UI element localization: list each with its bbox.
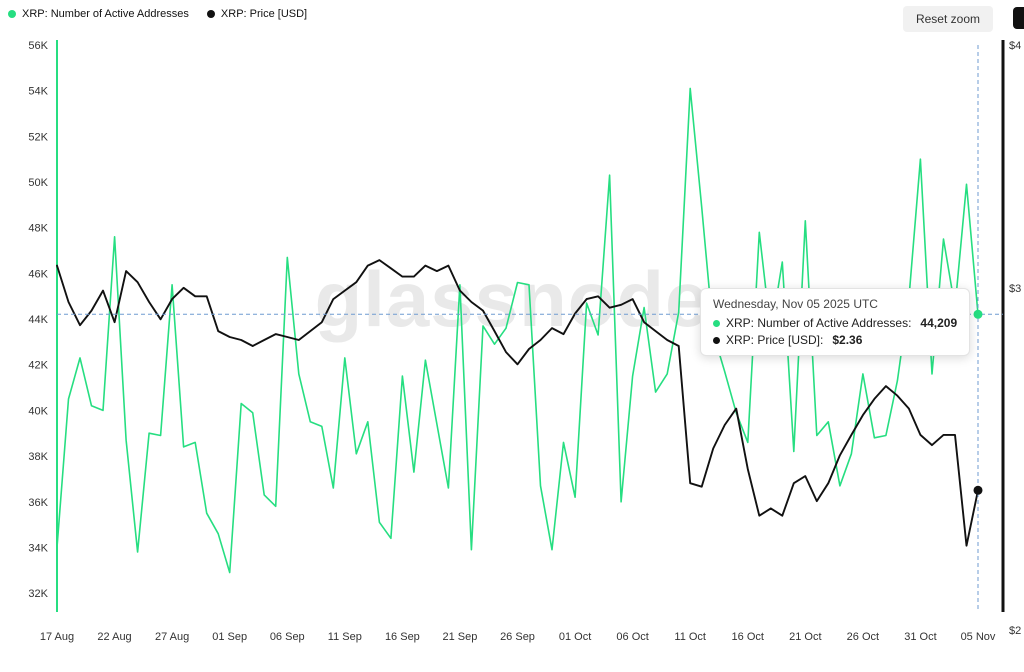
tooltip-value-active-addresses: 44,209 (920, 316, 958, 330)
left-axis-tick-label: 48K (28, 223, 48, 235)
right-axis-tick-label: $2 (1009, 625, 1021, 637)
reset-zoom-button[interactable]: Reset zoom (902, 6, 993, 32)
left-axis-tick-label: 54K (28, 86, 48, 98)
x-axis-tick-label: 05 Nov (961, 631, 996, 643)
x-axis-tick-label: 06 Oct (616, 631, 648, 643)
left-axis-tick-label: 32K (28, 588, 48, 600)
x-axis-tick-label: 01 Oct (559, 631, 591, 643)
left-axis-tick-label: 36K (28, 497, 48, 509)
left-axis-tick-label: 42K (28, 360, 48, 372)
x-axis-tick-label: 11 Sep (328, 631, 362, 643)
price-series-dot-icon (206, 10, 215, 18)
x-axis-tick-label: 31 Oct (904, 631, 936, 643)
active-addresses-series-dot-icon (8, 10, 16, 18)
x-axis-tick-label: 27 Aug (155, 631, 189, 643)
legend-item-price[interactable]: XRP: Price [USD] (206, 8, 308, 20)
x-axis-tick-label: 26 Sep (500, 631, 535, 643)
left-axis-tick-label: 34K (28, 542, 48, 554)
tooltip-label-price: XRP: Price [USD]: (726, 333, 824, 347)
left-axis-tick-label: 38K (28, 451, 48, 463)
left-axis-tick-label: 56K (28, 40, 48, 52)
x-axis-tick-label: 01 Sep (212, 631, 247, 643)
x-axis-tick-label: 16 Sep (385, 631, 420, 643)
left-axis-tick-label: 52K (28, 131, 48, 143)
x-axis-tick-label: 26 Oct (847, 631, 879, 643)
series-line-price (56, 259, 979, 547)
series-line-active-addresses (56, 87, 979, 574)
tooltip-value-price: $2.36 (832, 333, 863, 347)
right-axis-tick-label: $3 (1009, 283, 1021, 295)
glassnode-watermark: glassnode (314, 255, 710, 343)
left-axis-tick-label: 44K (28, 314, 48, 326)
clipped-edge-button[interactable] (1013, 7, 1024, 29)
chart-tooltip: Wednesday, Nov 05 2025 UTC XRP: Number o… (700, 288, 971, 356)
right-axis-tick-label: $4 (1009, 40, 1021, 52)
left-axis-tick-label: 50K (28, 177, 48, 189)
left-axis-tick-label: 40K (28, 405, 48, 417)
legend-item-active-addresses[interactable]: XRP: Number of Active Addresses (8, 8, 189, 20)
x-axis-tick-label: 17 Aug (40, 631, 74, 643)
active-addresses-marker-dot (973, 309, 983, 319)
tooltip-row-price: XRP: Price [USD]: $2.36 (713, 333, 957, 347)
left-axis-tick-label: 46K (28, 268, 48, 280)
tooltip-label-active-addresses: XRP: Number of Active Addresses: (726, 316, 912, 330)
x-axis-tick-label: 11 Oct (674, 631, 706, 643)
legend-label-price: XRP: Price [USD] (220, 8, 308, 20)
price-marker-dot (973, 485, 983, 495)
x-axis-tick-label: 21 Sep (443, 631, 478, 643)
x-axis-tick-label: 06 Sep (270, 631, 305, 643)
x-axis-tick-label: 16 Oct (732, 631, 764, 643)
legend-label-active-addresses: XRP: Number of Active Addresses (22, 8, 189, 20)
chart-legend: XRP: Number of Active Addresses XRP: Pri… (8, 8, 307, 20)
x-axis-tick-label: 22 Aug (97, 631, 131, 643)
active-addresses-series-dot-icon (713, 319, 720, 327)
x-axis-tick-label: 21 Oct (789, 631, 821, 643)
tooltip-row-active-addresses: XRP: Number of Active Addresses: 44,209 (713, 316, 957, 330)
tooltip-date: Wednesday, Nov 05 2025 UTC (713, 297, 878, 311)
price-series-dot-icon (713, 336, 720, 344)
